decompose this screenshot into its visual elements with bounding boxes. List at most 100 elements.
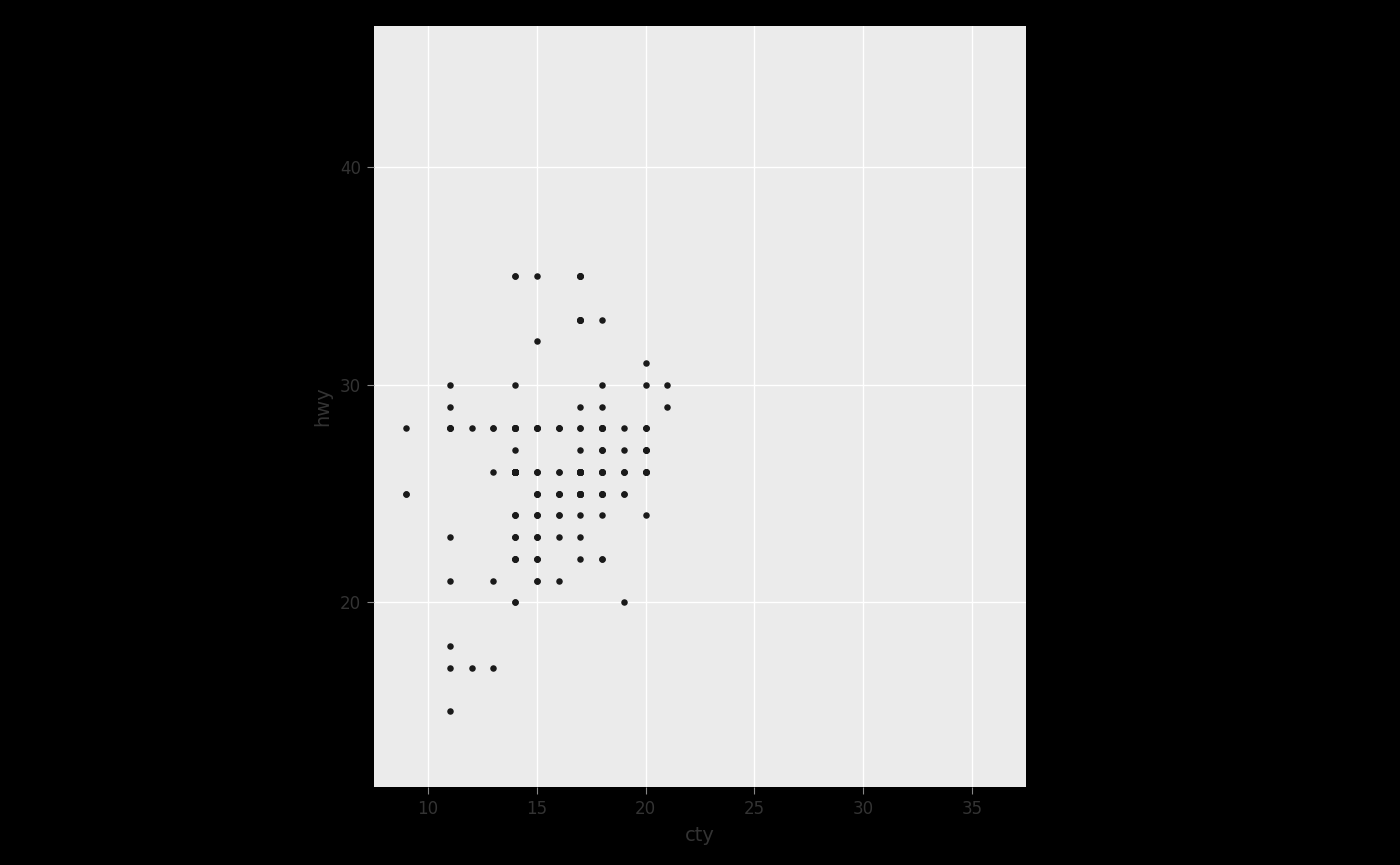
- Point: [482, 661, 504, 675]
- Point: [591, 465, 613, 478]
- Point: [570, 509, 592, 522]
- Point: [525, 421, 547, 435]
- Point: [504, 421, 526, 435]
- Point: [525, 465, 547, 478]
- Point: [591, 421, 613, 435]
- Point: [504, 465, 526, 478]
- Point: [634, 378, 657, 392]
- Point: [634, 465, 657, 478]
- Point: [547, 487, 570, 501]
- Point: [504, 552, 526, 566]
- Point: [504, 465, 526, 478]
- Point: [504, 465, 526, 478]
- Point: [570, 465, 592, 478]
- Point: [570, 465, 592, 478]
- Point: [570, 465, 592, 478]
- Point: [570, 269, 592, 283]
- Point: [634, 443, 657, 457]
- Point: [482, 421, 504, 435]
- Point: [525, 552, 547, 566]
- Point: [591, 465, 613, 478]
- Point: [525, 465, 547, 478]
- Point: [570, 465, 592, 478]
- Point: [613, 421, 636, 435]
- Point: [438, 421, 461, 435]
- Point: [570, 421, 592, 435]
- Point: [634, 465, 657, 478]
- Point: [591, 465, 613, 478]
- Point: [504, 465, 526, 478]
- Point: [504, 421, 526, 435]
- Point: [570, 465, 592, 478]
- Point: [591, 378, 613, 392]
- Point: [570, 487, 592, 501]
- Point: [504, 465, 526, 478]
- Point: [591, 443, 613, 457]
- Point: [504, 421, 526, 435]
- Point: [570, 421, 592, 435]
- Point: [504, 465, 526, 478]
- Point: [591, 443, 613, 457]
- Point: [504, 552, 526, 566]
- Point: [504, 465, 526, 478]
- Point: [591, 443, 613, 457]
- Point: [525, 421, 547, 435]
- Point: [504, 465, 526, 478]
- Point: [504, 465, 526, 478]
- Point: [504, 465, 526, 478]
- Point: [504, 595, 526, 609]
- Point: [570, 312, 592, 326]
- Point: [504, 465, 526, 478]
- Point: [570, 465, 592, 478]
- Point: [570, 465, 592, 478]
- Point: [395, 487, 417, 501]
- Point: [570, 465, 592, 478]
- Point: [525, 335, 547, 349]
- Point: [504, 465, 526, 478]
- Point: [504, 421, 526, 435]
- Point: [438, 421, 461, 435]
- Point: [570, 312, 592, 326]
- Point: [504, 465, 526, 478]
- Point: [482, 421, 504, 435]
- Point: [525, 573, 547, 587]
- Point: [547, 530, 570, 544]
- Point: [657, 400, 679, 413]
- Point: [547, 487, 570, 501]
- Point: [570, 465, 592, 478]
- Point: [570, 487, 592, 501]
- Point: [570, 487, 592, 501]
- Point: [504, 465, 526, 478]
- Point: [547, 421, 570, 435]
- Point: [438, 661, 461, 675]
- Point: [438, 378, 461, 392]
- Point: [525, 552, 547, 566]
- Point: [547, 573, 570, 587]
- Point: [504, 465, 526, 478]
- Point: [504, 465, 526, 478]
- Point: [570, 312, 592, 326]
- Point: [525, 509, 547, 522]
- Point: [634, 509, 657, 522]
- Point: [570, 465, 592, 478]
- Point: [570, 269, 592, 283]
- Point: [570, 487, 592, 501]
- Point: [504, 421, 526, 435]
- Point: [525, 509, 547, 522]
- Point: [504, 465, 526, 478]
- Point: [504, 465, 526, 478]
- Point: [634, 421, 657, 435]
- Point: [570, 487, 592, 501]
- Point: [525, 530, 547, 544]
- Point: [613, 443, 636, 457]
- Point: [504, 465, 526, 478]
- Point: [504, 465, 526, 478]
- Point: [504, 378, 526, 392]
- Point: [591, 421, 613, 435]
- Point: [504, 509, 526, 522]
- Point: [504, 465, 526, 478]
- Point: [591, 509, 613, 522]
- Point: [570, 530, 592, 544]
- Point: [525, 421, 547, 435]
- Point: [504, 269, 526, 283]
